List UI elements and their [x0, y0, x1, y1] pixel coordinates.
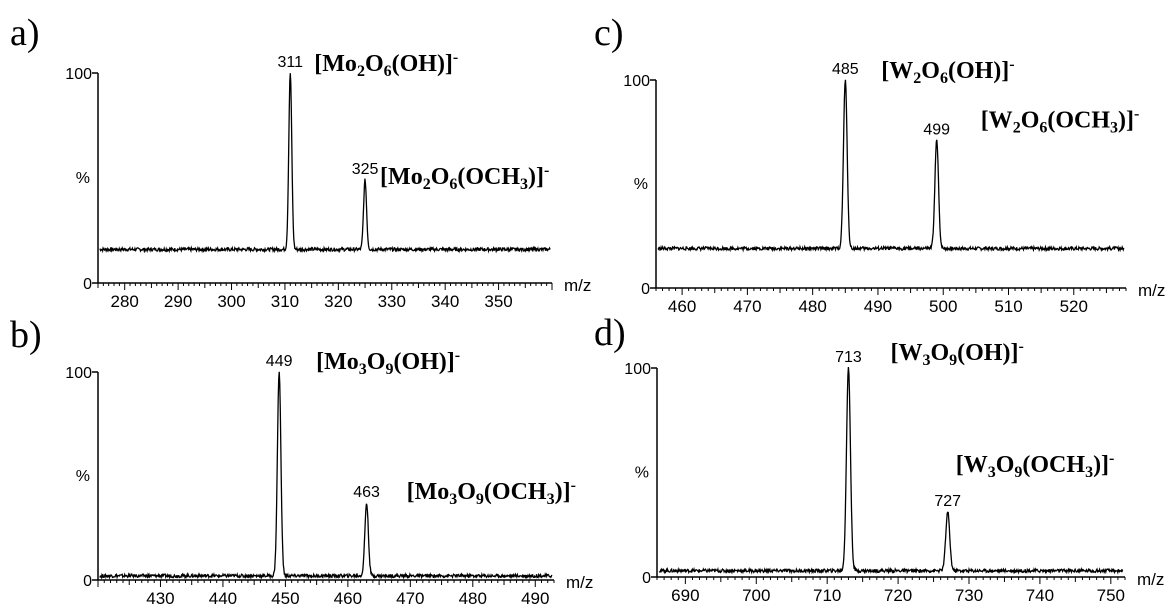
- mass-spectrum-chart-c: 100 0% 460 470 480 490 500 510 520 m/z 485 [W2O6(OH…: [623, 56, 1165, 316]
- x-tick-label: 440: [209, 589, 237, 608]
- x-tick-label: 500: [929, 297, 957, 316]
- x-tick-label: 430: [146, 589, 174, 608]
- species-label: [Mo2O6(OH)]-: [314, 49, 458, 80]
- x-axis-label: m/z: [564, 276, 591, 295]
- x-tick-label: 740: [1026, 586, 1054, 605]
- x-tick-label: 470: [733, 297, 761, 316]
- species-label: [W3O9(OCH3)]-: [956, 450, 1115, 481]
- peak-label-311: 311: [278, 54, 304, 71]
- x-tick-label: 310: [271, 292, 299, 311]
- peak-label-713: 713: [835, 349, 862, 366]
- panel-letter-b: b): [10, 314, 42, 356]
- x-tick-label: 280: [111, 292, 139, 311]
- x-tick-label: 460: [668, 297, 696, 316]
- x-axis-label: m/z: [1138, 281, 1165, 300]
- x-tick-label: 450: [271, 589, 299, 608]
- y-axis-label: %: [634, 176, 648, 193]
- x-axis-label: m/z: [566, 573, 593, 592]
- x-tick-label: 480: [459, 589, 487, 608]
- x-tick-label: 690: [671, 586, 699, 605]
- x-tick-label: 470: [396, 589, 424, 608]
- x-axis-label: m/z: [1137, 570, 1164, 589]
- y-axis-label: %: [635, 465, 649, 482]
- mass-spectrum-chart-b: 100 0% 430 440 450 460 470 480 490 m/z 449 [Mo3O9(O…: [65, 347, 593, 608]
- y-axis-label: %: [76, 468, 90, 485]
- peak-label-499: 499: [923, 121, 950, 138]
- x-tick-label: 300: [217, 292, 245, 311]
- species-label: [Mo3O9(OH)]-: [316, 347, 460, 378]
- spectrum-trace: [657, 79, 1125, 253]
- species-label: [Mo2O6(OCH3)]-: [380, 162, 549, 193]
- x-tick-label: 330: [378, 292, 406, 311]
- mass-spectrum-chart-a: 100 0% 280 290 300 310 320 330 340 350 m/z 311 [Mo2O…: [65, 49, 591, 311]
- x-tick-label: 700: [742, 586, 770, 605]
- x-tick-label: 730: [955, 586, 983, 605]
- mass-spectrum-chart-d: 100 0% 690 700 710 720 730 740 750 m/z 713 [W3O9(OH…: [624, 338, 1164, 605]
- x-tick-label: 490: [864, 297, 892, 316]
- x-tick-label: 290: [164, 292, 192, 311]
- x-tick-label: 520: [1060, 297, 1088, 316]
- y-tick-label-0: 0: [641, 281, 650, 298]
- panel-letter-a: a): [10, 12, 40, 54]
- y-tick-label-100: 100: [65, 66, 92, 83]
- peak-label-449: 449: [266, 353, 293, 370]
- y-axis-label: %: [76, 170, 90, 187]
- y-tick-label-0: 0: [642, 570, 651, 587]
- species-label: [Mo3O9(OCH3)]-: [407, 477, 576, 508]
- x-tick-label: 480: [798, 297, 826, 316]
- x-tick-label: 750: [1097, 586, 1125, 605]
- peak-label-727: 727: [934, 493, 961, 510]
- x-tick-label: 510: [994, 297, 1022, 316]
- spectrum-trace: [658, 366, 1124, 575]
- x-tick-label: 460: [334, 589, 362, 608]
- x-tick-label: 720: [884, 586, 912, 605]
- y-tick-label-0: 0: [83, 276, 92, 293]
- x-tick-label: 710: [813, 586, 841, 605]
- peak-label-485: 485: [832, 61, 859, 78]
- peak-label-463: 463: [353, 484, 380, 501]
- panel-letter-c: c): [594, 12, 624, 54]
- species-label: [W3O9(OH)]-: [890, 338, 1023, 369]
- x-tick-label: 350: [484, 292, 512, 311]
- x-tick-label: 320: [324, 292, 352, 311]
- spectrum-trace: [99, 73, 551, 254]
- y-tick-label-100: 100: [623, 73, 650, 90]
- y-tick-label-100: 100: [65, 365, 92, 382]
- species-label: [W2O6(OCH3)]-: [981, 106, 1140, 137]
- species-label: [W2O6(OH)]-: [881, 56, 1014, 87]
- panel-letter-d: d): [594, 312, 626, 354]
- y-tick-label-100: 100: [624, 361, 651, 378]
- x-tick-label: 340: [431, 292, 459, 311]
- peak-label-325: 325: [352, 161, 379, 178]
- y-tick-label-0: 0: [83, 573, 92, 590]
- spectrum-trace: [99, 371, 553, 580]
- x-tick-label: 490: [521, 589, 549, 608]
